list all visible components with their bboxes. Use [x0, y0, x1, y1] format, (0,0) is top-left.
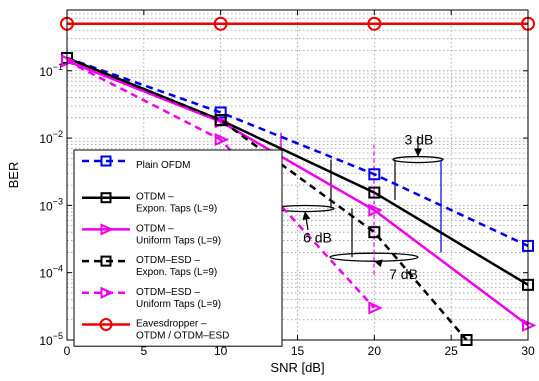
legend-entry: OTDM –Expon. Taps (L=9): [82, 192, 217, 215]
legend-box: [73, 149, 283, 347]
data-point: [100, 155, 112, 167]
arrow-head: [414, 148, 422, 157]
data-point: [100, 223, 114, 236]
data-point: [368, 226, 381, 239]
data-point: [100, 286, 114, 299]
legend-entry: OTDM–ESD –Expon. Taps (L=9): [82, 255, 217, 278]
legend-label: Eavesdropper –: [136, 319, 207, 330]
ellipse: [392, 155, 444, 164]
annotation-label: 6 dB: [303, 230, 332, 246]
legend-label: OTDM–ESD –: [136, 287, 200, 298]
series-line: [66, 59, 529, 327]
data-point: [99, 318, 113, 331]
y-tick-label: 10−3: [39, 196, 63, 213]
legend-entry: Plain OFDM: [82, 155, 190, 171]
data-point: [100, 192, 112, 204]
x-tick-label: 30: [521, 344, 535, 358]
arrow-head: [374, 259, 383, 268]
series-line: [66, 56, 468, 341]
series-line: [66, 56, 529, 248]
data-point: [214, 114, 227, 127]
data-point: [368, 168, 381, 181]
x-tick-label: 25: [444, 344, 458, 358]
x-tick-label: 15: [291, 344, 305, 358]
data-point: [100, 255, 112, 267]
x-tick-label: 10: [214, 344, 228, 358]
legend-entry: Eavesdropper –OTDM / OTDM–ESD: [82, 318, 229, 342]
legend-label: OTDM –: [136, 192, 174, 203]
legend-label: Expon. Taps (L=9): [136, 267, 217, 278]
series-line: [66, 56, 529, 286]
data-point: [214, 106, 227, 119]
data-point: [368, 186, 381, 199]
y-tick-label: 10−5: [39, 331, 63, 348]
series-lines: [60, 16, 537, 346]
legend-label: Expon. Taps (L=9): [136, 204, 217, 215]
data-point: [213, 16, 228, 31]
legend-label: Uniform Taps (L=9): [136, 235, 221, 246]
annotations: 3 dB 6 dB 7 dB: [302, 132, 433, 282]
annotation-label: 7 dB: [389, 266, 418, 282]
y-tick-label: 10−2: [39, 129, 63, 146]
legend-label: OTDM –: [136, 223, 174, 234]
legend-label: OTDM–ESD –: [136, 255, 200, 266]
x-tick-label: 5: [140, 344, 147, 358]
y-tick-label: 10−4: [39, 264, 63, 281]
legend-label: Uniform Taps (L=9): [136, 299, 221, 310]
series-line: [66, 59, 376, 309]
axis-ticks: 0 5 10 15 20 25 30 10−5 10−4 10−3 10−2 10−1: [39, 10, 535, 358]
arrow-head: [302, 211, 311, 221]
data-point: [367, 16, 382, 31]
y-tick-label: 10−1: [39, 62, 63, 79]
legend-label: OTDM / OTDM–ESD: [136, 331, 229, 342]
legend-entry: OTDM –Uniform Taps (L=9): [82, 223, 221, 246]
data-point: [368, 203, 383, 217]
x-axis-label: SNR [dB]: [270, 360, 324, 375]
series-eavesdropper-: [60, 16, 535, 31]
x-tick-label: 0: [64, 344, 71, 358]
annotation-label: 3 dB: [404, 132, 433, 148]
legend-label: Plain OFDM: [136, 160, 190, 171]
data-point: [368, 301, 383, 315]
y-axis-label: BER: [6, 162, 21, 189]
data-point: [214, 133, 230, 147]
x-tick-label: 20: [368, 344, 382, 358]
legend-entry: OTDM–ESD –Uniform Taps (L=9): [82, 286, 221, 310]
